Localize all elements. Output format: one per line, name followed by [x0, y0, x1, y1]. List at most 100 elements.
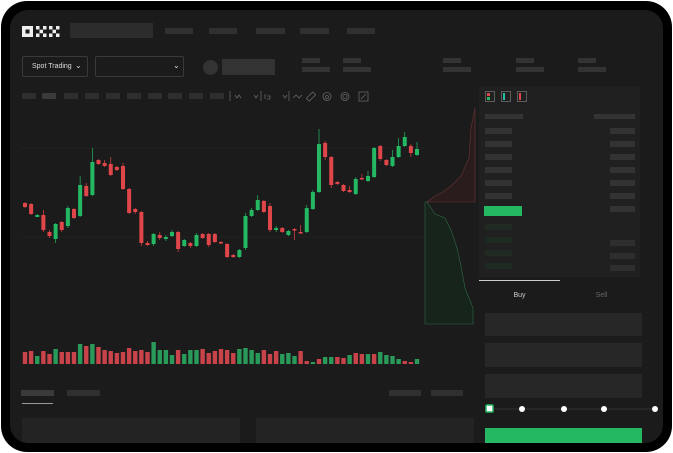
candle-body — [78, 185, 83, 216]
buy-tab-underline — [479, 280, 560, 281]
candle-body — [304, 208, 309, 232]
total-input[interactable] — [485, 374, 642, 398]
trading-screen: Spot Trading ⌄ ⌄ Buy — [10, 10, 663, 443]
timeframe-button[interactable] — [127, 93, 141, 99]
candle-body — [84, 186, 89, 196]
timeframe-button[interactable] — [106, 93, 120, 99]
timeframe-button[interactable] — [210, 93, 224, 99]
candle-body — [151, 234, 156, 244]
tab-buy[interactable]: Buy — [479, 284, 560, 304]
volume-bar — [224, 350, 230, 364]
candle-body — [390, 157, 395, 166]
bid-price — [485, 250, 512, 256]
tab-underline — [22, 403, 53, 404]
volume-bar — [212, 351, 218, 364]
pair-dropdown[interactable]: ⌄ — [95, 56, 184, 77]
volume-bar — [310, 362, 316, 364]
candle-body — [384, 160, 389, 165]
candle-body — [53, 224, 58, 239]
chevron-down-icon — [253, 94, 259, 99]
nav-item-5[interactable] — [347, 28, 375, 34]
candle-body — [268, 206, 272, 230]
volume-bar — [133, 351, 138, 364]
candle-body — [102, 163, 107, 166]
ask-price — [485, 180, 512, 186]
market-stat-label — [302, 58, 320, 63]
volume-bar — [335, 357, 340, 364]
tab-order-history[interactable] — [67, 390, 100, 396]
amount-slider[interactable] — [485, 403, 660, 415]
volume-bar — [206, 353, 211, 364]
candle-body — [163, 237, 168, 239]
candle-body — [396, 146, 401, 157]
nav-item-2[interactable] — [209, 28, 237, 34]
volume-bar — [378, 352, 383, 364]
timeframe-button[interactable] — [22, 93, 36, 99]
volume-bar — [145, 352, 150, 364]
candle-body — [366, 176, 370, 181]
market-stat-label — [443, 58, 461, 63]
market-type-dropdown[interactable]: Spot Trading ⌄ — [22, 56, 88, 77]
candle-body — [182, 240, 187, 246]
price-input[interactable] — [485, 313, 642, 336]
market-stat-value — [578, 67, 606, 72]
chevron-down-icon: ⌄ — [173, 61, 180, 70]
volume-bar — [384, 355, 389, 364]
volume-bar — [304, 361, 309, 364]
timeframe-button[interactable] — [64, 93, 78, 99]
candle-body — [274, 228, 279, 230]
filter-button-1[interactable] — [389, 390, 421, 396]
volume-bar — [280, 354, 285, 364]
tab-sell[interactable]: Sell — [560, 284, 643, 304]
volume-bar — [414, 359, 420, 364]
bid-price — [485, 237, 512, 243]
volume-bar — [41, 351, 46, 364]
slider-handle — [485, 404, 494, 413]
nav-item-1[interactable] — [165, 28, 193, 34]
candle-body — [323, 143, 328, 157]
candle-body — [402, 137, 407, 146]
ask-amount — [610, 128, 635, 134]
volume-bar — [298, 351, 303, 364]
pair-price — [222, 59, 275, 75]
tab-buy-label: Buy — [513, 292, 526, 299]
candle-body — [298, 232, 303, 234]
volume-bar — [273, 351, 279, 364]
candle-body — [243, 216, 248, 248]
volume-bar — [329, 357, 334, 364]
candle-body — [47, 232, 52, 236]
candle-body — [225, 244, 230, 257]
timeframe-button[interactable] — [85, 93, 99, 99]
tab-open-orders[interactable] — [21, 390, 54, 396]
volume-bar — [53, 349, 58, 364]
volume-bar — [182, 354, 187, 364]
nav-item-3[interactable] — [256, 28, 285, 34]
timeframe-button[interactable] — [148, 93, 162, 99]
search-bar[interactable] — [70, 23, 153, 38]
volume-bar — [194, 350, 199, 364]
candle-body — [114, 167, 119, 170]
filter-button-2[interactable] — [431, 390, 463, 396]
amount-input[interactable] — [485, 343, 642, 367]
timeframe-button[interactable] — [42, 93, 56, 99]
timeframe-button[interactable] — [168, 93, 182, 99]
candle-body — [90, 162, 95, 195]
volume-bar — [188, 350, 193, 364]
candle-body — [249, 210, 254, 216]
candle-body — [157, 235, 162, 238]
bid-amount — [610, 240, 635, 246]
buy-submit-button[interactable] — [485, 428, 642, 443]
ask-price — [485, 128, 512, 134]
market-stat-label — [516, 58, 534, 63]
candle-body — [212, 234, 217, 242]
candle-body — [65, 208, 70, 226]
volume-bar — [371, 354, 377, 364]
ask-amount — [610, 193, 635, 199]
candle-body — [359, 178, 364, 180]
volume-bar — [59, 352, 64, 364]
nav-item-4[interactable] — [300, 28, 329, 34]
pair-icon — [203, 60, 218, 75]
timeframe-button[interactable] — [189, 93, 203, 99]
bid-price — [485, 224, 512, 230]
ask-amount — [610, 167, 635, 173]
